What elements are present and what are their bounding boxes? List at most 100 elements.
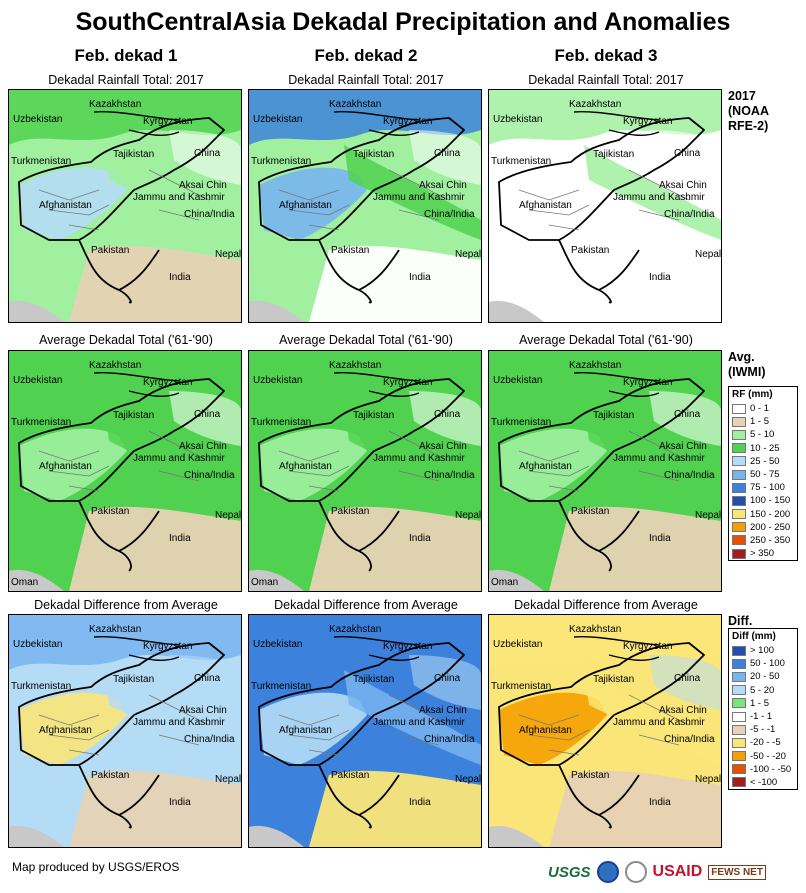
place-label-china-india: China/India [424, 470, 475, 481]
place-label-kyrgyzstan: Kyrgyzstan [143, 116, 192, 127]
place-label-tajikistan: Tajikistan [113, 674, 154, 685]
place-label-nepal: Nepal [695, 510, 721, 521]
map-panel: Kazakhstan Uzbekistan Kyrgyzstan Turkmenist… [488, 350, 722, 592]
place-label-nepal: Nepal [695, 774, 721, 785]
legend-label: 250 - 350 [750, 534, 791, 546]
place-label-tajikistan: Tajikistan [353, 149, 394, 160]
legend-item: 10 - 25 [729, 442, 797, 455]
place-label-india: India [649, 533, 671, 544]
place-label-kazakhstan: Kazakhstan [89, 360, 141, 371]
place-label-jammu: Jammu and Kashmir [373, 453, 465, 464]
map-title: Average Dekadal Total ('61-'90) [519, 333, 693, 347]
map-panel: Kazakhstan Uzbekistan Kyrgyzstan Turkmenist… [488, 89, 722, 323]
place-label-nepal: Nepal [695, 249, 721, 260]
place-label-afghanistan: Afghanistan [519, 200, 572, 211]
place-label-jammu: Jammu and Kashmir [373, 192, 465, 203]
place-label-tajikistan: Tajikistan [113, 149, 154, 160]
legend-item: 100 - 150 [729, 494, 797, 507]
place-label-china-india: China/India [424, 209, 475, 220]
page-title: SouthCentralAsia Dekadal Precipitation a… [75, 8, 731, 36]
legend-item: 20 - 50 [729, 670, 797, 683]
place-label-india: India [649, 797, 671, 808]
place-label-turkmenistan: Turkmenistan [11, 417, 71, 428]
place-label-turkmenistan: Turkmenistan [11, 156, 71, 167]
place-label-china-india: China/India [184, 209, 235, 220]
place-label-turkmenistan: Turkmenistan [491, 417, 551, 428]
map-title: Dekadal Rainfall Total: 2017 [528, 73, 684, 87]
region-map: Kazakhstan Uzbekistan Kyrgyzstan Turkmenist… [9, 351, 241, 591]
map-title: Dekadal Difference from Average [34, 598, 218, 612]
place-label-china: China [434, 148, 461, 159]
legend-label: > 350 [750, 548, 775, 560]
place-label-pakistan: Pakistan [91, 245, 129, 256]
map-title: Dekadal Rainfall Total: 2017 [288, 73, 444, 87]
legend-label: 150 - 200 [750, 508, 791, 520]
place-label-uzbekistan: Uzbekistan [253, 375, 302, 386]
legend-item: < -100 [729, 776, 797, 789]
legend-label: 5 - 20 [750, 684, 775, 696]
region-map: Kazakhstan Uzbekistan Kyrgyzstan Turkmenist… [249, 90, 481, 322]
legend-item: 50 - 100 [729, 657, 797, 670]
place-label-afghanistan: Afghanistan [39, 725, 92, 736]
place-label-turkmenistan: Turkmenistan [491, 156, 551, 167]
place-label-china-india: China/India [424, 734, 475, 745]
legend-item: -20 - -5 [729, 736, 797, 749]
legend-swatch [732, 456, 746, 467]
place-label-nepal: Nepal [215, 774, 241, 785]
map-title: Average Dekadal Total ('61-'90) [279, 333, 453, 347]
place-label-afghanistan: Afghanistan [39, 200, 92, 211]
column-header-dekad-3: Feb. dekad 3 [554, 46, 658, 65]
place-label-tajikistan: Tajikistan [113, 410, 154, 421]
legend-item: 75 - 100 [729, 481, 797, 494]
place-label-kazakhstan: Kazakhstan [329, 360, 381, 371]
legend-swatch [732, 751, 746, 762]
place-label-jammu: Jammu and Kashmir [133, 192, 225, 203]
legend-swatch [732, 429, 746, 440]
place-label-uzbekistan: Uzbekistan [493, 114, 542, 125]
place-label-jammu: Jammu and Kashmir [613, 453, 705, 464]
legend-label: < -100 [750, 776, 778, 788]
legend-item: 5 - 10 [729, 428, 797, 441]
place-label-afghanistan: Afghanistan [279, 461, 332, 472]
legend-label: -20 - -5 [750, 737, 781, 749]
place-label-china: China [194, 673, 221, 684]
noaa-logo-icon [596, 861, 619, 883]
place-label-kazakhstan: Kazakhstan [89, 624, 141, 635]
seal-icon [624, 861, 647, 883]
place-label-china: China [194, 409, 221, 420]
place-label-nepal: Nepal [455, 510, 481, 521]
legend-item: 50 - 75 [729, 468, 797, 481]
place-label-aksai-chin: Aksai Chin [419, 180, 467, 191]
place-label-tajikistan: Tajikistan [353, 674, 394, 685]
place-label-china-india: China/India [664, 734, 715, 745]
side-label-2017: 2017 (NOAA RFE-2) [728, 89, 769, 133]
map-title: Average Dekadal Total ('61-'90) [39, 333, 213, 347]
place-label-jammu: Jammu and Kashmir [133, 453, 225, 464]
legend-item: 1 - 5 [729, 415, 797, 428]
place-label-turkmenistan: Turkmenistan [251, 681, 311, 692]
region-map: Kazakhstan Uzbekistan Kyrgyzstan Turkmenist… [249, 351, 481, 591]
place-label-china: China [674, 148, 701, 159]
place-label-kazakhstan: Kazakhstan [89, 99, 141, 110]
place-label-nepal: Nepal [455, 249, 481, 260]
place-label-nepal: Nepal [455, 774, 481, 785]
region-map: Kazakhstan Uzbekistan Kyrgyzstan Turkmenist… [489, 615, 721, 847]
place-label-tajikistan: Tajikistan [593, 149, 634, 160]
legend-item: 5 - 20 [729, 684, 797, 697]
legend-label: 50 - 100 [750, 658, 785, 670]
place-label-nepal: Nepal [215, 249, 241, 260]
legend-item: > 100 [729, 644, 797, 657]
legend-label: -50 - -20 [750, 750, 786, 762]
region-map: Kazakhstan Uzbekistan Kyrgyzstan Turkmenist… [489, 90, 721, 322]
place-label-afghanistan: Afghanistan [279, 200, 332, 211]
place-label-india: India [169, 272, 191, 283]
place-label-pakistan: Pakistan [91, 506, 129, 517]
place-label-jammu: Jammu and Kashmir [613, 192, 705, 203]
place-label-uzbekistan: Uzbekistan [13, 639, 62, 650]
place-label-aksai-chin: Aksai Chin [179, 441, 227, 452]
region-map: Kazakhstan Uzbekistan Kyrgyzstan Turkmenist… [9, 615, 241, 847]
place-label-kyrgyzstan: Kyrgyzstan [623, 116, 672, 127]
place-label-kyrgyzstan: Kyrgyzstan [383, 377, 432, 388]
map-panel: Kazakhstan Uzbekistan Kyrgyzstan Turkmenist… [8, 89, 242, 323]
